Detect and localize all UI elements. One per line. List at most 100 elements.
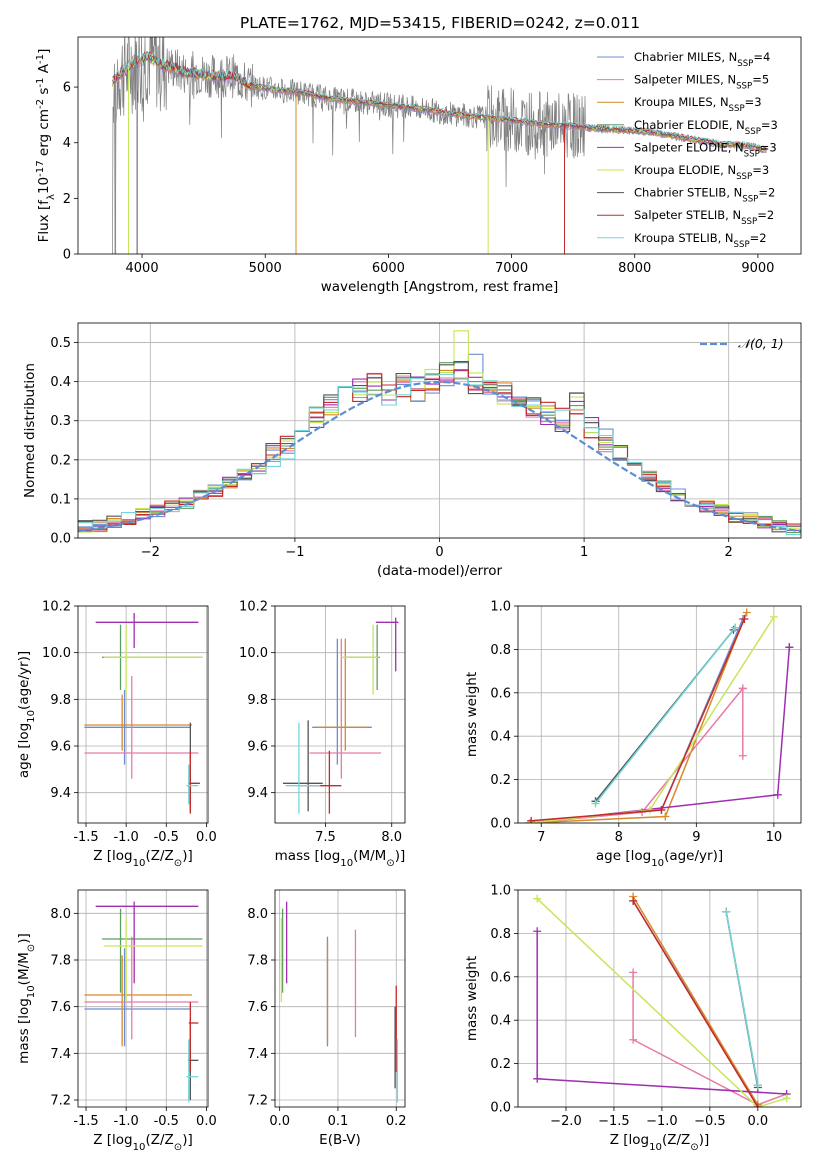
y-tick-label: 0.0 — [490, 817, 511, 832]
y-tick-label: 7.2 — [50, 1094, 71, 1109]
y-tick-label: 4 — [63, 136, 71, 151]
axes-frame — [517, 605, 802, 824]
panel-mass_vs_Z: -1.5 -1.0 -0.5 0.0 7.2 7.4 7.6 7.8 8.0 Z [log10(Z… — [16, 889, 217, 1153]
y-axis-label: age [log10(age/yr)] — [16, 651, 37, 778]
legend-label: Chabrier MILES, NSSP=4 — [634, 50, 770, 69]
weight-marker — [738, 751, 747, 760]
x-tick-label: −2.0 — [550, 1114, 582, 1129]
y-tick-label: 1.0 — [490, 600, 511, 615]
y-tick-label: 7.6 — [50, 1000, 71, 1015]
legend-label: Kroupa MILES, NSSP=3 — [634, 95, 762, 114]
y-tick-label: 0.0 — [490, 1101, 511, 1116]
x-tick-label: 8000 — [618, 261, 651, 276]
panel-mass_vs_ebv: 0.0 0.1 0.2 7.2 7.4 7.6 7.8 8.0 E(B-V) — [247, 889, 407, 1148]
y-tick-label: 7.2 — [247, 1094, 268, 1109]
y-tick-label: 0.4 — [50, 375, 71, 390]
x-tick-label: 6000 — [372, 261, 405, 276]
axes-frame — [274, 889, 406, 1108]
weight-marker — [785, 643, 794, 652]
plot-area — [84, 901, 203, 1103]
chart-title: PLATE=1762, MJD=53415, FIBERID=0242, z=0… — [240, 14, 640, 32]
panel-residuals: −2 −1 0 1 2 0.0 0.1 0.2 0.3 0.4 0.5 (data-model)/er… — [22, 322, 802, 579]
x-tick-label: −0.5 — [694, 1114, 726, 1129]
weight-marker — [629, 968, 638, 977]
y-tick-label: 0.8 — [490, 643, 511, 658]
y-tick-label: 10.0 — [42, 646, 71, 661]
weight-marker — [782, 1094, 791, 1103]
model-line-9 — [112, 51, 767, 148]
y-tick-label: 0.2 — [50, 453, 71, 468]
panel-weight_vs_age: 7 8 9 10 0.0 0.2 0.4 0.6 0.8 1.0 age [log10(age/yr… — [464, 600, 802, 869]
axes-frame — [274, 605, 406, 824]
y-tick-label: 0.6 — [490, 970, 511, 985]
x-tick-label: 0 — [435, 545, 443, 560]
y-tick-label: 10.0 — [239, 646, 268, 661]
weight-marker — [533, 1074, 542, 1083]
weight-marker — [657, 805, 666, 814]
weight-marker — [527, 816, 536, 823]
y-tick-label: 0.1 — [50, 492, 71, 507]
panel-age_vs_Z: -1.5 -1.0 -0.5 0.0 9.4 9.6 9.8 10.0 10.2 Z [log10… — [16, 600, 217, 869]
x-tick-label: 8.0 — [381, 830, 402, 845]
weight-marker — [533, 894, 542, 903]
x-axis-label: E(B-V) — [319, 1132, 361, 1148]
plot-area — [533, 892, 791, 1107]
y-tick-label: 9.4 — [50, 786, 71, 801]
x-tick-label: 0.0 — [196, 830, 217, 845]
y-tick-label: 9.8 — [50, 693, 71, 708]
weight-line-6 — [536, 898, 787, 1107]
weight-marker — [740, 615, 749, 624]
y-axis-label: mass [log10(M/M⊙)] — [16, 933, 37, 1064]
legend-label: Salpeter MILES, NSSP=5 — [634, 73, 769, 92]
axes-frame — [77, 889, 209, 1108]
y-tick-label: 0.8 — [490, 927, 511, 942]
x-tick-label: 9000 — [741, 261, 774, 276]
axes-frame — [77, 605, 209, 824]
x-tick-label: -0.5 — [154, 1114, 179, 1129]
y-tick-label: 9.6 — [247, 740, 268, 755]
x-tick-label: -0.5 — [154, 830, 179, 845]
plot-area — [282, 617, 399, 814]
y-tick-label: 2 — [63, 192, 71, 207]
legend-label: Chabrier STELIB, NSSP=2 — [634, 186, 775, 205]
y-tick-label: 0.3 — [50, 414, 71, 429]
x-tick-label: 7 — [537, 830, 545, 845]
x-tick-label: 0.0 — [196, 1114, 217, 1129]
x-axis-label: mass [log10(M/M⊙)] — [275, 848, 406, 869]
x-tick-label: 1 — [580, 545, 588, 560]
weight-line-2 — [632, 972, 787, 1106]
weight-marker — [738, 684, 747, 693]
y-tick-label: 1.0 — [490, 884, 511, 899]
panel-weight_vs_Z: −2.0 −1.5 −1.0 −0.5 0.0 0.0 0.2 0.4 0.6 0.8 1.0 Z [… — [464, 884, 802, 1153]
weight-marker — [753, 1103, 762, 1107]
x-tick-label: -1.5 — [73, 1114, 98, 1129]
panel-age_vs_mass: 7.5 8.0 9.4 9.6 9.8 10.0 10.2 mass [log10(M/M⊙)… — [239, 600, 406, 869]
y-tick-label: 8.0 — [247, 907, 268, 922]
x-tick-label: -1.0 — [113, 1114, 138, 1129]
y-tick-label: 8.0 — [50, 907, 71, 922]
panel-spectrum: 4000 5000 6000 7000 8000 9000 0 2 4 6 wavelength [… — [35, 36, 802, 295]
x-tick-label: −1.0 — [646, 1114, 678, 1129]
weight-marker — [661, 812, 670, 821]
y-tick-label: 10.2 — [239, 600, 268, 615]
y-tick-label: 7.4 — [50, 1047, 71, 1062]
y-tick-label: 0.6 — [490, 686, 511, 701]
y-tick-label: 7.8 — [247, 954, 268, 969]
weight-marker — [722, 907, 731, 916]
axes-frame — [517, 889, 802, 1108]
legend-label: Chabrier ELODIE, NSSP=3 — [634, 118, 778, 137]
weight-marker — [753, 1081, 762, 1090]
plot-area — [84, 613, 203, 814]
x-tick-label: 5000 — [249, 261, 282, 276]
legend-label: Kroupa ELODIE, NSSP=3 — [634, 163, 769, 182]
weight-line-9 — [725, 911, 759, 1086]
x-tick-label: 0.1 — [328, 1114, 349, 1129]
y-axis-label: Normed distribution — [22, 363, 38, 498]
y-tick-label: 9.4 — [247, 786, 268, 801]
y-tick-label: 0.4 — [490, 730, 511, 745]
y-tick-label: 0.4 — [490, 1014, 511, 1029]
x-tick-label: −1.5 — [598, 1114, 630, 1129]
x-axis-label: (data-model)/error — [377, 563, 503, 579]
x-tick-label: 0.0 — [269, 1114, 290, 1129]
